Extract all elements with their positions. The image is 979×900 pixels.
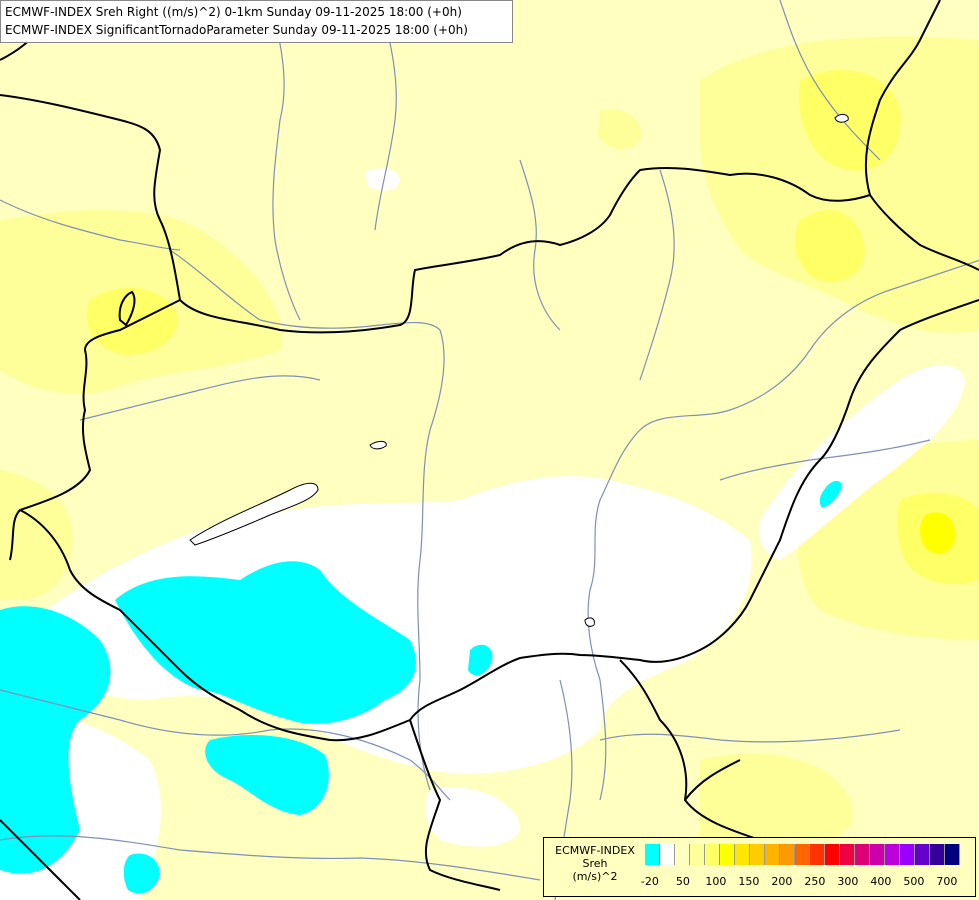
legend-swatch-5: [720, 844, 735, 865]
legend-swatch-11: [810, 844, 825, 865]
legend-title-line-2: Sreh: [582, 857, 608, 870]
cyan-zone-west: [0, 606, 111, 874]
legend-swatch-20: [945, 844, 960, 865]
lake-balaton: [189, 482, 319, 546]
legend-tick-labels: -20 50 100 150 200 250 300 400 500 700: [640, 875, 970, 889]
cyan-zone-east-patch: [468, 644, 493, 676]
legend-tick-label: 250: [804, 875, 826, 888]
border-southwest-curve: [0, 819, 81, 900]
yellow-zone-northeast-peak: [799, 70, 901, 171]
border-small-loop: [118, 290, 136, 327]
legend-swatch-19: [930, 844, 945, 865]
river-drava: [0, 689, 451, 801]
legend-title-line-1: ECMWF-INDEX: [555, 844, 635, 857]
legend-swatch-3: [690, 844, 705, 865]
yellow-zone-northeast: [700, 36, 979, 333]
river-west-1: [79, 375, 321, 421]
legend-swatch-10: [795, 844, 810, 865]
legend-swatch-4: [705, 844, 720, 865]
river-east-1: [719, 439, 931, 481]
border-northeast: [864, 0, 941, 196]
river-tisza: [587, 259, 979, 801]
legend-swatch-7: [750, 844, 765, 865]
yellow-zone-southeast-core: [920, 512, 955, 554]
legend-swatch-15: [870, 844, 885, 865]
legend-tick-label: 400: [870, 875, 892, 888]
border-south-east: [619, 659, 761, 841]
border-south-west: [19, 509, 411, 742]
yellow-zone-north-small: [598, 109, 641, 150]
legend-swatch-1: [660, 844, 675, 865]
yellow-zone-west-inner: [86, 287, 178, 355]
river-sava: [0, 835, 541, 881]
map-title-line-2: ECMWF-INDEX SignificantTornadoParameter …: [5, 23, 468, 37]
white-zone-north-patch: [365, 168, 400, 191]
legend-tick-label: 500: [903, 875, 925, 888]
river-north-3: [519, 159, 561, 331]
legend-swatch-2: [675, 844, 690, 865]
color-legend: ECMWF-INDEX Sreh (m/s)^2 -20 50 100 150 200 2…: [543, 837, 976, 897]
legend-swatches: [645, 844, 960, 865]
legend-swatch-14: [855, 844, 870, 865]
legend-swatch-12: [825, 844, 840, 865]
border-south: [409, 719, 501, 891]
cyan-zone-east-band: [819, 480, 842, 508]
legend-tick-label: 200: [771, 875, 793, 888]
lakes: [189, 113, 849, 627]
lake-small-2: [834, 113, 849, 123]
lake-small-1: [369, 440, 387, 450]
river-north-1: [269, 0, 301, 321]
white-zone-south-patch: [424, 787, 520, 847]
border-east: [409, 299, 979, 721]
white-zone-central: [26, 476, 752, 774]
legend-tick-label: -20: [640, 875, 659, 888]
legend-swatch-9: [780, 844, 795, 865]
cyan-zones: [0, 480, 842, 894]
legend-swatch-18: [915, 844, 930, 865]
yellow-zone-southwest: [0, 470, 73, 600]
river-northeast: [779, 0, 881, 161]
border-north: [0, 94, 979, 334]
legend-swatch-0: [645, 844, 660, 865]
river-danube: [169, 249, 445, 791]
map-title-line-1: ECMWF-INDEX Sreh Right ((m/s)^2) 0-1km S…: [5, 5, 462, 19]
legend-title: ECMWF-INDEX Sreh (m/s)^2: [546, 844, 644, 883]
legend-tick-label: 300: [837, 875, 859, 888]
legend-swatch-6: [735, 844, 750, 865]
white-zone-east-band: [758, 365, 965, 560]
lake-small-3: [584, 617, 595, 627]
river-south-1: [599, 729, 901, 743]
cyan-zone-south: [205, 735, 329, 815]
yellow-zone-northeast-east: [794, 210, 865, 282]
yellow-zone-south: [700, 753, 853, 840]
river-west-2: [0, 199, 181, 251]
legend-tick-label: 100: [705, 875, 727, 888]
river-north-4: [639, 169, 675, 381]
legend-tick-label: 700: [936, 875, 958, 888]
map-title-box: ECMWF-INDEX Sreh Right ((m/s)^2) 0-1km S…: [0, 0, 513, 43]
border-southeast: [684, 759, 741, 801]
cyan-zone-main: [115, 561, 416, 724]
cyan-zone-southwest-patch: [123, 853, 160, 894]
legend-swatch-8: [765, 844, 780, 865]
legend-swatch-13: [840, 844, 855, 865]
legend-tick-label: 150: [738, 875, 760, 888]
legend-swatch-17: [900, 844, 915, 865]
legend-tick-label: 50: [675, 875, 690, 888]
legend-title-line-3: (m/s)^2: [572, 870, 618, 883]
legend-swatch-16: [885, 844, 900, 865]
